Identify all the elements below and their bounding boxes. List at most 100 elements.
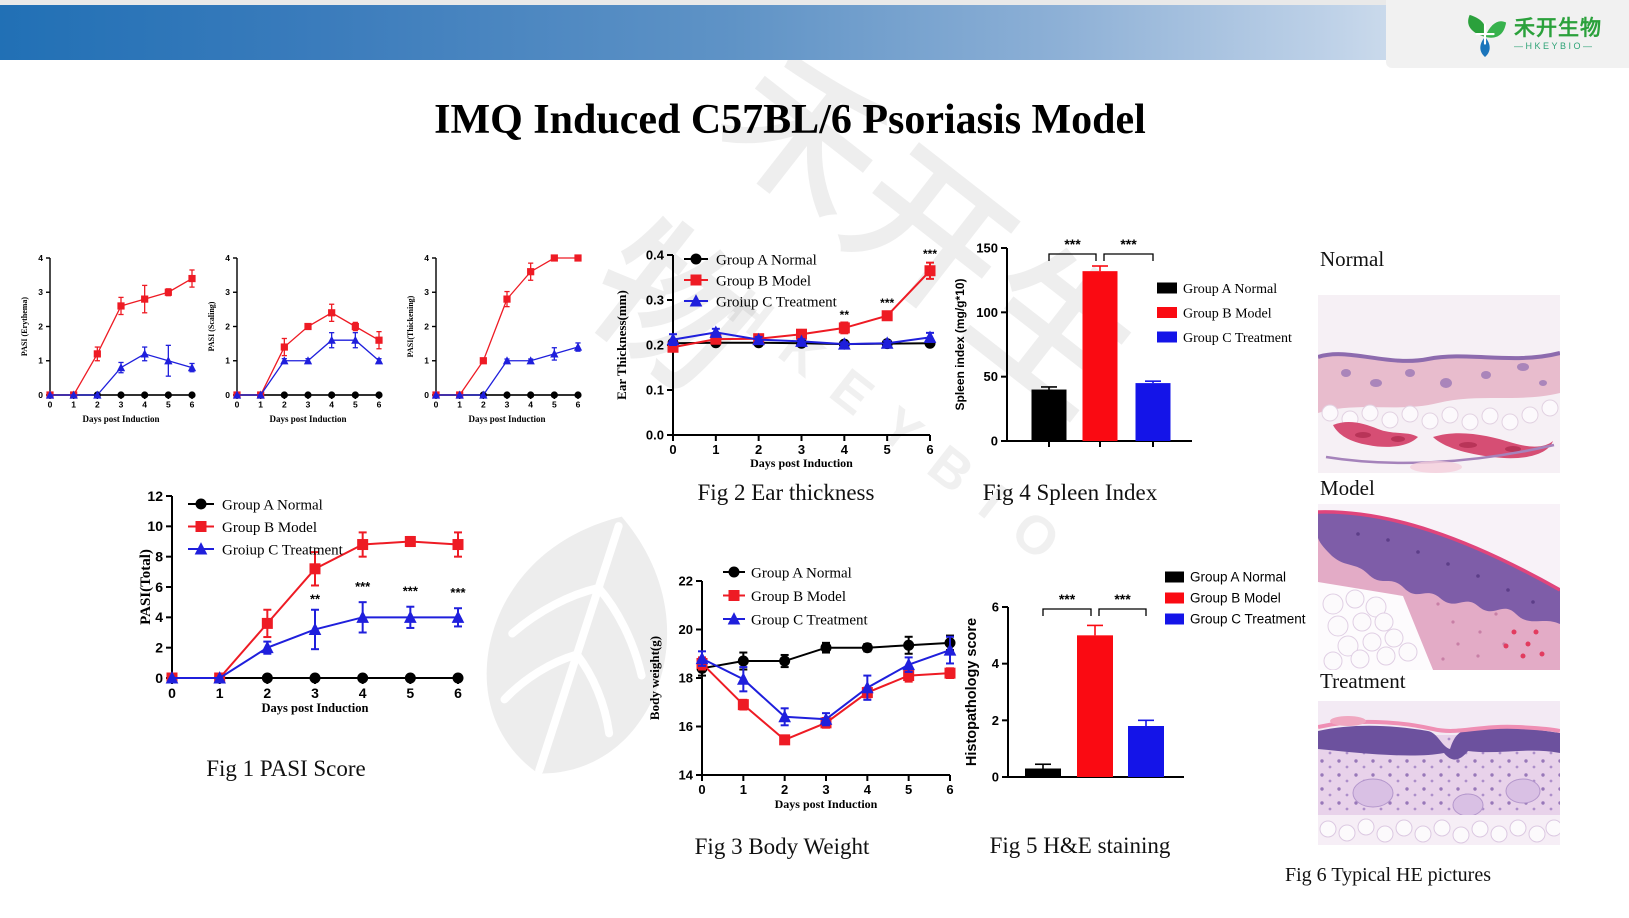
svg-text:***: *** (923, 247, 937, 261)
svg-text:0.4: 0.4 (646, 248, 665, 263)
svg-text:2: 2 (755, 442, 762, 457)
svg-text:5: 5 (905, 782, 912, 797)
svg-text:0: 0 (991, 434, 998, 449)
logo-leaf-icon (1468, 14, 1507, 58)
svg-text:3: 3 (306, 400, 311, 410)
logo-text-cn: 禾开生物 (1514, 17, 1602, 40)
svg-text:4: 4 (329, 400, 334, 410)
svg-text:4: 4 (359, 685, 367, 701)
svg-text:2: 2 (225, 321, 230, 331)
svg-text:Body weight(g): Body weight(g) (647, 636, 662, 720)
svg-text:0: 0 (48, 400, 53, 410)
svg-text:Histopathology score: Histopathology score (964, 618, 980, 766)
svg-text:Group B Model: Group B Model (751, 589, 846, 605)
svg-text:6: 6 (190, 400, 195, 410)
svg-text:1: 1 (225, 356, 230, 366)
svg-text:***: *** (403, 583, 419, 598)
svg-text:PASI(Thickening): PASI(Thickening) (406, 295, 415, 357)
svg-text:18: 18 (679, 671, 693, 686)
he-label-model: Model (1320, 476, 1375, 500)
chart-histopathology: 0 2 4 6 *** *** Histopathology score Group A No… (964, 570, 1306, 785)
svg-text:1: 1 (457, 400, 462, 410)
svg-text:2: 2 (282, 400, 287, 410)
svg-text:0: 0 (38, 390, 43, 400)
svg-text:Group B Model: Group B Model (716, 273, 811, 289)
svg-text:1: 1 (740, 782, 747, 797)
top-strip (0, 0, 1629, 5)
svg-text:0: 0 (168, 685, 176, 701)
logo-text-en: —HKEYBIO— (1514, 41, 1595, 51)
svg-text:3: 3 (38, 287, 43, 297)
svg-text:4: 4 (992, 656, 1000, 671)
svg-text:2: 2 (424, 321, 429, 331)
svg-text:2: 2 (263, 685, 271, 701)
svg-text:2: 2 (992, 713, 999, 728)
svg-text:0: 0 (155, 670, 163, 686)
chart-pasi-erythema: 0 1 2 3 4 0 1 2 3 4 5 6 PASI (Erythema) Days post Ind… (20, 253, 197, 424)
svg-text:0: 0 (698, 782, 705, 797)
svg-text:Group A Normal: Group A Normal (716, 252, 817, 268)
svg-text:0: 0 (992, 770, 999, 785)
svg-text:100: 100 (976, 305, 998, 320)
svg-text:Days post Induction: Days post Induction (262, 701, 369, 715)
svg-text:20: 20 (679, 622, 693, 637)
svg-text:1: 1 (38, 356, 43, 366)
svg-text:0.0: 0.0 (646, 428, 664, 443)
svg-text:Group C Treatment: Group C Treatment (1183, 331, 1292, 346)
svg-text:2: 2 (481, 400, 486, 410)
svg-text:Ear Thickness(mm): Ear Thickness(mm) (614, 290, 629, 400)
chart-pasi-scaling: 0 1 2 3 4 0 1 2 3 4 5 6 PASI (Scaling) Days post Indu… (207, 253, 384, 424)
svg-text:0.2: 0.2 (646, 338, 664, 353)
svg-text:6: 6 (454, 685, 462, 701)
caption-fig1: Fig 1 PASI Score (206, 756, 366, 781)
svg-text:2: 2 (95, 400, 100, 410)
caption-fig5: Fig 5 H&E staining (989, 833, 1171, 858)
svg-text:1: 1 (712, 442, 719, 457)
svg-text:Groiup C Treatment: Groiup C Treatment (222, 542, 344, 558)
svg-text:5: 5 (884, 442, 891, 457)
svg-text:3: 3 (225, 287, 230, 297)
svg-text:***: *** (1064, 236, 1081, 252)
svg-text:Group B Model: Group B Model (1183, 306, 1272, 321)
svg-text:2: 2 (155, 640, 163, 656)
svg-text:4: 4 (424, 253, 429, 263)
svg-text:6: 6 (992, 600, 999, 615)
svg-text:Days post Induction: Days post Induction (468, 414, 545, 424)
he-label-treatment: Treatment (1320, 669, 1406, 693)
svg-text:50: 50 (984, 369, 998, 384)
histology-image-treatment (1318, 701, 1560, 845)
svg-text:0.3: 0.3 (646, 293, 664, 308)
svg-text:4: 4 (155, 609, 163, 625)
svg-text:22: 22 (679, 574, 693, 589)
svg-text:1: 1 (258, 400, 263, 410)
svg-text:0: 0 (424, 390, 429, 400)
svg-text:5: 5 (353, 400, 358, 410)
svg-text:6: 6 (155, 579, 163, 595)
histology-image-model (1318, 504, 1560, 670)
logo: 禾开生物 —HKEYBIO— (1462, 11, 1622, 59)
svg-text:Group B Model: Group B Model (1190, 591, 1281, 606)
svg-text:5: 5 (406, 685, 414, 701)
svg-text:Days post Induction: Days post Induction (775, 797, 878, 811)
svg-text:Group A Normal: Group A Normal (1183, 282, 1277, 297)
svg-text:Days post Induction: Days post Induction (750, 456, 853, 470)
histology-image-normal (1318, 295, 1560, 473)
svg-text:3: 3 (119, 400, 124, 410)
svg-text:4: 4 (38, 253, 43, 263)
svg-text:3: 3 (822, 782, 829, 797)
logo-background (1386, 0, 1629, 68)
svg-text:6: 6 (377, 400, 382, 410)
svg-text:3: 3 (798, 442, 805, 457)
chart-ear-thickness: 0.0 0.1 0.2 0.3 0.4 0 1 2 3 4 5 6 Ear Thickness(mm) D… (614, 247, 937, 470)
svg-text:2: 2 (38, 321, 43, 331)
svg-text:1: 1 (424, 356, 429, 366)
svg-text:PASI (Scaling): PASI (Scaling) (207, 301, 216, 351)
svg-text:0: 0 (225, 390, 230, 400)
svg-text:PASI (Erythema): PASI (Erythema) (20, 297, 29, 357)
svg-text:Group C Treatment: Group C Treatment (751, 612, 869, 628)
svg-text:14: 14 (679, 768, 694, 783)
svg-text:4: 4 (841, 442, 849, 457)
svg-text:3: 3 (424, 287, 429, 297)
